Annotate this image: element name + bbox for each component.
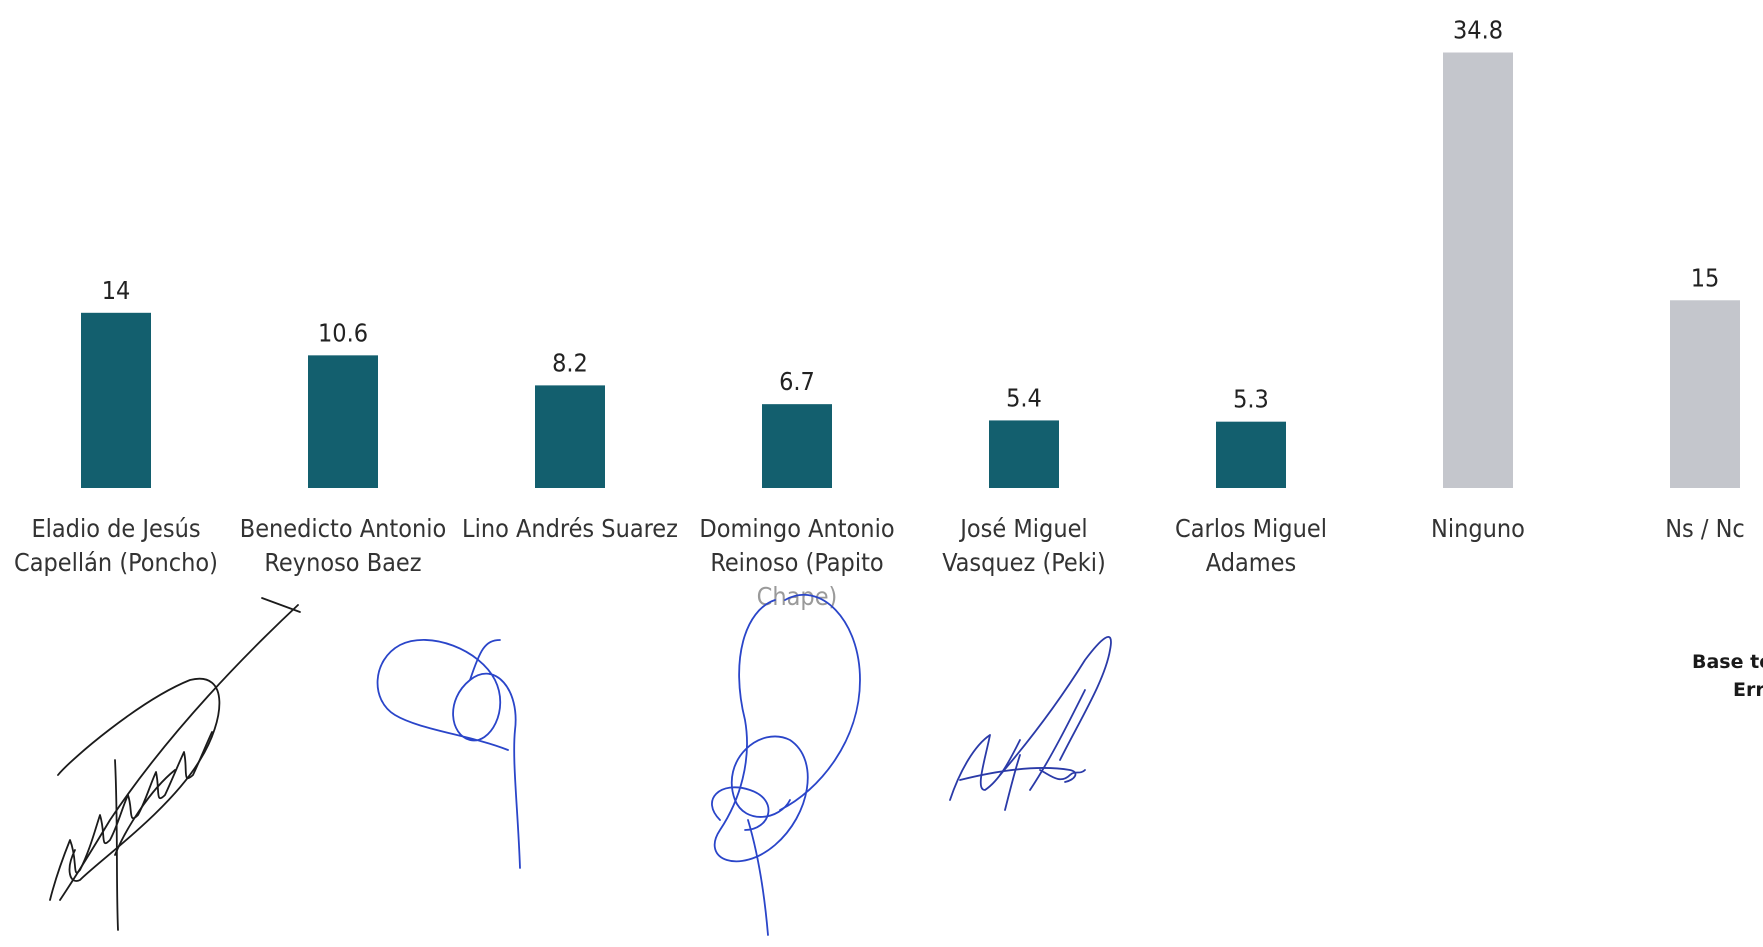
- value-label-1: 14: [102, 276, 131, 305]
- bar-4: [762, 404, 832, 488]
- value-label-6: 5.3: [1233, 385, 1269, 414]
- category-label-1-line-1: Eladio de Jesús: [31, 514, 200, 543]
- category-labels-group: Eladio de Jesús Capellán (Poncho) Benedict…: [14, 514, 1745, 611]
- category-label-8-line-1: Ns / Nc: [1665, 514, 1745, 543]
- value-label-2: 10.6: [318, 318, 368, 347]
- bar-7: [1443, 52, 1513, 488]
- bar-3: [535, 385, 605, 488]
- category-label-4-line-2: Reinoso (Papito: [710, 548, 883, 577]
- category-label-4-line-3: Chape): [757, 582, 838, 611]
- category-label-6-line-1: Carlos Miguel: [1175, 514, 1327, 543]
- category-label-1-line-2: Capellán (Poncho): [14, 548, 218, 577]
- value-label-3: 8.2: [552, 348, 588, 377]
- bar-6: [1216, 421, 1286, 488]
- footnote-base: Base to: [1692, 651, 1763, 673]
- bar-5: [989, 420, 1059, 488]
- bars-group: [81, 52, 1740, 488]
- category-label-2-line-2: Reynoso Baez: [264, 548, 421, 577]
- footnote-error: Err: [1733, 679, 1763, 701]
- category-label-5-line-1: José Miguel: [958, 514, 1087, 543]
- signature-4: [949, 636, 1112, 811]
- bar-2: [308, 355, 378, 488]
- value-labels-group: 14 10.6 8.2 6.7 5.4 5.3 34.8 15: [102, 16, 1720, 414]
- bar-8: [1670, 300, 1740, 488]
- category-label-5-line-2: Vasquez (Peki): [942, 548, 1106, 577]
- category-label-4-line-1: Domingo Antonio: [699, 514, 894, 543]
- value-label-7: 34.8: [1453, 16, 1503, 45]
- category-label-3-line-1: Lino Andrés Suarez: [462, 514, 678, 543]
- bar-1: [81, 312, 151, 488]
- category-label-7-line-1: Ninguno: [1431, 514, 1525, 543]
- value-label-8: 15: [1691, 263, 1720, 292]
- signature-1: [49, 597, 301, 931]
- signature-2: [376, 639, 521, 869]
- value-label-4: 6.7: [779, 367, 815, 396]
- value-label-5: 5.4: [1006, 383, 1042, 412]
- category-label-6-line-2: Adames: [1206, 548, 1296, 577]
- signature-3: [711, 593, 861, 936]
- category-label-2-line-1: Benedicto Antonio: [240, 514, 446, 543]
